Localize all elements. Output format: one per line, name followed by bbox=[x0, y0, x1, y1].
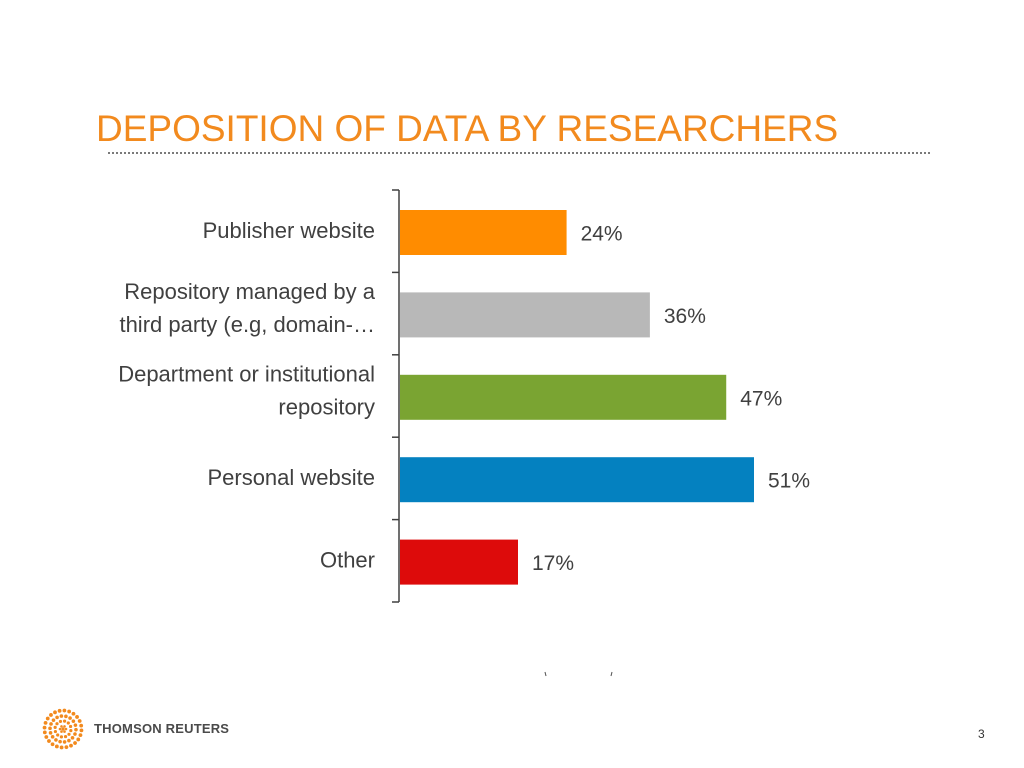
category-label: Department or institutional bbox=[118, 362, 375, 387]
data-label: 51% bbox=[768, 470, 810, 493]
data-label: 36% bbox=[664, 305, 706, 328]
stray-mark bbox=[610, 671, 613, 677]
footer-brand: THOMSON REUTERS bbox=[94, 721, 230, 736]
category-label: Other bbox=[320, 548, 375, 573]
category-label: third party (e.g, domain-… bbox=[119, 312, 375, 337]
bar bbox=[400, 292, 650, 338]
bar bbox=[400, 457, 754, 503]
category-label: Repository managed by a bbox=[124, 279, 375, 304]
data-label: 24% bbox=[581, 223, 623, 246]
bar bbox=[400, 539, 518, 585]
bar bbox=[400, 210, 567, 255]
thomson-reuters-logo-icon bbox=[42, 708, 84, 750]
data-label: 47% bbox=[740, 387, 782, 410]
data-label: 17% bbox=[532, 552, 574, 575]
category-label: repository bbox=[278, 395, 375, 420]
category-label: Personal website bbox=[207, 465, 375, 490]
stray-mark bbox=[544, 671, 547, 677]
slide-title: DEPOSITION OF DATA BY RESEARCHERS bbox=[96, 108, 839, 149]
bar bbox=[400, 374, 727, 420]
page-number: 3 bbox=[978, 727, 985, 741]
category-label: Publisher website bbox=[203, 218, 375, 243]
title-divider bbox=[108, 152, 930, 154]
